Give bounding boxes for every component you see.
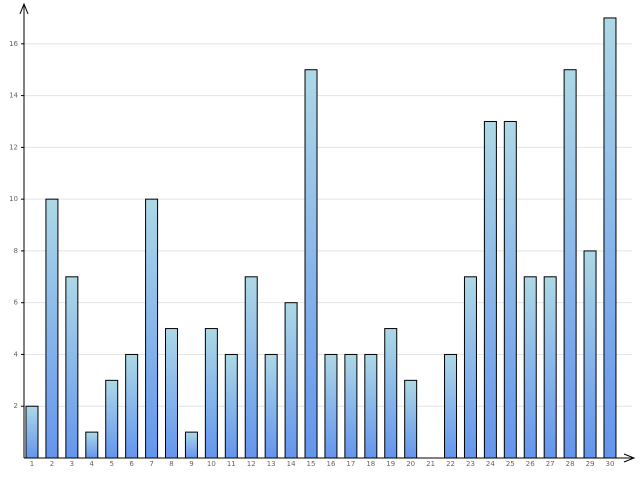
bar xyxy=(583,250,597,459)
x-tick-label: 19 xyxy=(386,460,395,468)
bar xyxy=(204,328,218,459)
x-tick-label: 1 xyxy=(30,460,34,468)
bar xyxy=(523,276,537,459)
grid xyxy=(24,43,632,407)
x-tick-label: 6 xyxy=(129,460,134,468)
x-tick-label: 7 xyxy=(149,460,153,468)
x-tick-label: 24 xyxy=(486,460,495,468)
bar xyxy=(364,353,378,459)
bar xyxy=(244,276,258,459)
bar xyxy=(85,431,99,459)
bar xyxy=(224,353,238,459)
bar xyxy=(105,379,119,459)
y-tick-label: 14 xyxy=(9,92,18,100)
x-tick-label: 13 xyxy=(267,460,276,468)
x-arrow xyxy=(623,453,636,463)
y-arrow xyxy=(19,2,29,15)
x-tick-label: 28 xyxy=(566,460,575,468)
x-tick-label: 21 xyxy=(426,460,435,468)
x-tick-label: 4 xyxy=(90,460,95,468)
x-tick-label: 15 xyxy=(307,460,316,468)
bar xyxy=(125,353,139,459)
bar xyxy=(165,328,179,459)
x-tick-label: 5 xyxy=(109,460,113,468)
x-tick-label: 18 xyxy=(366,460,375,468)
bar xyxy=(25,405,39,459)
y-tick-label: 10 xyxy=(9,195,18,203)
x-tick-label: 12 xyxy=(247,460,256,468)
x-tick-label: 11 xyxy=(227,460,236,468)
bar xyxy=(264,353,278,459)
bar xyxy=(404,379,418,459)
bar xyxy=(483,120,497,459)
x-tick-label: 22 xyxy=(446,460,455,468)
bar xyxy=(543,276,557,459)
y-tick-label: 12 xyxy=(9,143,18,151)
y-tick-label: 4 xyxy=(14,350,19,358)
y-tick-label: 16 xyxy=(9,40,18,48)
x-tick-label: 30 xyxy=(606,460,615,468)
x-tick-label: 10 xyxy=(207,460,216,468)
bar xyxy=(463,276,477,459)
bar xyxy=(444,353,458,459)
x-tick-label: 8 xyxy=(169,460,173,468)
x-tick-label: 2 xyxy=(50,460,54,468)
x-tick-label: 3 xyxy=(70,460,74,468)
x-tick-label: 25 xyxy=(506,460,515,468)
bars xyxy=(25,17,617,459)
x-tick-label: 16 xyxy=(326,460,335,468)
bar xyxy=(503,120,517,459)
x-tick-label: 23 xyxy=(466,460,475,468)
bar xyxy=(184,431,198,459)
x-tick-label: 20 xyxy=(406,460,415,468)
bar xyxy=(603,17,617,459)
x-tick-label: 29 xyxy=(586,460,595,468)
bar xyxy=(304,69,318,459)
x-tick-label: 14 xyxy=(287,460,296,468)
bar xyxy=(384,328,398,459)
x-tick-label: 26 xyxy=(526,460,535,468)
bar xyxy=(563,69,577,459)
y-tick-label: 2 xyxy=(14,402,18,410)
y-tick-label: 6 xyxy=(14,299,19,307)
x-tick-label: 17 xyxy=(346,460,355,468)
bar xyxy=(145,198,159,459)
x-tick-label: 27 xyxy=(546,460,555,468)
bar xyxy=(284,302,298,459)
bar xyxy=(324,353,338,459)
bar xyxy=(45,198,59,459)
y-tick-label: 8 xyxy=(14,247,18,255)
x-tick-label: 9 xyxy=(189,460,193,468)
bar xyxy=(65,276,79,459)
bar xyxy=(344,353,358,459)
